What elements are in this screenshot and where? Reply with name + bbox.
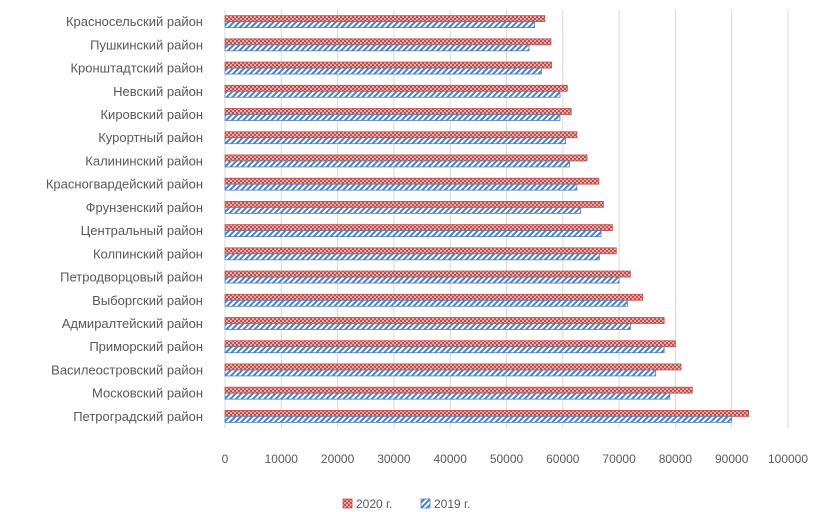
x-tick-label: 30000 xyxy=(377,452,411,466)
bar-series-1-0 xyxy=(224,21,536,29)
bar-series-1-13 xyxy=(224,323,631,330)
category-label: Петроградский район xyxy=(73,409,203,424)
bar-series-1-8 xyxy=(224,206,582,214)
bar-series-1-2 xyxy=(224,67,542,75)
x-tick-label: 10000 xyxy=(265,452,299,466)
category-label: Московский район xyxy=(92,386,203,401)
x-tick-label: 60000 xyxy=(546,452,580,466)
bar-series-0-1 xyxy=(224,38,552,46)
bar-series-1-12 xyxy=(224,299,628,307)
x-tick-label: 90000 xyxy=(715,452,749,466)
bar-series-0-5 xyxy=(224,131,578,139)
legend-swatch-0 xyxy=(342,498,353,509)
bar-series-1-17 xyxy=(224,415,733,423)
bar-series-1-3 xyxy=(224,90,561,98)
category-label: Приморский район xyxy=(89,339,203,354)
legend: 2020 г. 2019 г. xyxy=(342,497,470,511)
bar-series-1-14 xyxy=(224,346,665,354)
legend-label: 2019 г. xyxy=(434,497,470,511)
category-label: Курортный район xyxy=(98,130,203,145)
bar-series-1-16 xyxy=(224,392,671,400)
legend-label: 2020 г. xyxy=(356,497,392,511)
bar-series-1-10 xyxy=(224,253,600,261)
category-label: Колпинский район xyxy=(93,246,203,261)
bar-series-0-7 xyxy=(224,177,600,185)
x-tick-label: 20000 xyxy=(321,452,355,466)
gridlines xyxy=(224,10,789,428)
bar-series-0-13 xyxy=(224,317,665,324)
bar-series-0-14 xyxy=(224,340,676,348)
category-label: Кировский район xyxy=(100,107,203,122)
bar-series-0-4 xyxy=(224,108,572,115)
category-label: Кронштадтский район xyxy=(70,61,203,76)
bar-series-0-3 xyxy=(224,84,568,92)
bar-series-0-2 xyxy=(224,61,552,69)
x-tick-label: 70000 xyxy=(602,452,636,466)
bar-series-0-6 xyxy=(224,154,588,162)
bar-series-0-16 xyxy=(224,386,693,394)
x-tick-label: 100000 xyxy=(768,452,808,466)
bar-series-0-10 xyxy=(224,247,617,255)
bar-series-1-15 xyxy=(224,369,657,377)
x-tick-labels: 0 10000 20000 30000 40000 50000 60000 70000 8000… xyxy=(222,452,809,466)
category-label: Петродворцовый район xyxy=(60,270,203,285)
legend-swatch-1 xyxy=(420,498,431,509)
bar-series-0-0 xyxy=(224,15,546,23)
bars xyxy=(224,15,749,423)
bar-series-0-17 xyxy=(224,409,749,417)
category-label: Невский район xyxy=(113,84,203,99)
x-tick-label: 80000 xyxy=(659,452,693,466)
x-tick-label: 50000 xyxy=(490,452,524,466)
x-tick-label: 40000 xyxy=(434,452,468,466)
category-label: Фрунзенский район xyxy=(86,200,203,215)
category-label: Красносельский район xyxy=(66,14,203,29)
bar-series-1-9 xyxy=(224,230,602,238)
category-label: Центральный район xyxy=(81,223,203,238)
category-label: Василеостровский район xyxy=(51,362,203,377)
x-tick-label: 0 xyxy=(222,452,229,466)
category-label: Пушкинский район xyxy=(90,37,203,52)
category-labels: Красносельский район Пушкинский район Крон… xyxy=(46,14,203,424)
category-label: Калининский район xyxy=(85,153,203,168)
category-label: Адмиралтейский район xyxy=(62,316,203,331)
category-label: Красногвардейский район xyxy=(46,177,203,192)
bar-series-0-12 xyxy=(224,293,644,301)
bar-series-1-11 xyxy=(224,276,620,284)
bar-series-1-1 xyxy=(224,44,530,52)
bar-series-0-9 xyxy=(224,224,613,232)
bar-series-1-4 xyxy=(224,114,561,121)
bar-series-0-8 xyxy=(224,200,604,208)
bar-series-0-15 xyxy=(224,363,682,371)
category-label: Выборгский район xyxy=(92,293,203,308)
bar-series-0-11 xyxy=(224,270,631,278)
bar-series-1-5 xyxy=(224,137,567,145)
bar-series-1-7 xyxy=(224,183,578,191)
bar-series-1-6 xyxy=(224,160,570,168)
